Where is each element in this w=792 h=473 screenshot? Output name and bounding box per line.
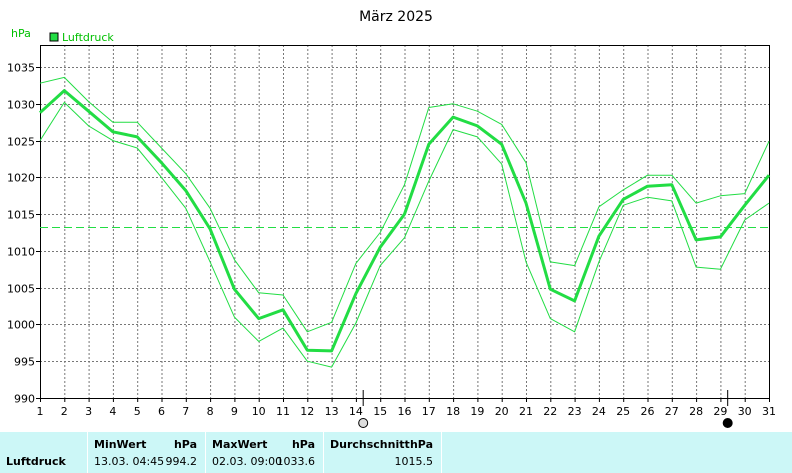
y-tick-label: 1020	[7, 172, 35, 185]
plot-frame	[40, 45, 770, 399]
stats-table: Luftdruck MinWert hPa 13.03. 04:45 994.2…	[0, 432, 792, 473]
x-tick-label: 21	[519, 405, 533, 418]
x-tick-label: 28	[689, 405, 703, 418]
chart-title: März 2025	[359, 9, 433, 25]
y-tick-label: 1025	[7, 136, 35, 149]
x-tick-label: 4	[109, 405, 116, 418]
stats-series-cell: Luftdruck	[0, 432, 88, 473]
x-tick-label: 30	[738, 405, 752, 418]
y-axis-unit: hPa	[11, 27, 31, 40]
x-tick-label: 27	[665, 405, 679, 418]
y-tick-label: 1030	[7, 99, 35, 112]
x-tick-label: 20	[495, 405, 509, 418]
x-tick-label: 8	[207, 405, 214, 418]
x-tick-label: 5	[134, 405, 141, 418]
stats-min-cell: MinWert hPa 13.03. 04:45 994.2	[88, 432, 206, 473]
x-tick-label: 17	[422, 405, 436, 418]
y-tick-label: 1000	[7, 319, 35, 332]
legend-swatch	[49, 32, 59, 42]
stats-avg-value: 1015.5	[394, 455, 434, 468]
series-line-mean	[38, 89, 771, 353]
y-tick-label: 995	[14, 356, 35, 369]
x-tick-label: 6	[158, 405, 165, 418]
new-moon-icon	[722, 418, 733, 428]
x-tick-label: 11	[276, 405, 290, 418]
stats-max-time: 02.03. 09:00	[212, 455, 283, 468]
stats-max-value: 1033.6	[276, 455, 316, 468]
x-tick-label: 22	[543, 405, 557, 418]
x-tick-label: 3	[85, 405, 92, 418]
x-tick-label: 7	[182, 405, 189, 418]
chart: März 2025 hPa Luftdruck 1 2 3 4 5 6 7 8 9 10 11 12 13 14…	[7, 9, 776, 428]
x-tick-label: 12	[300, 405, 314, 418]
x-tick-label: 15	[373, 405, 387, 418]
stats-series-label: Luftdruck	[6, 455, 66, 468]
x-tick-label: 14	[349, 405, 363, 418]
x-tick-label: 2	[61, 405, 68, 418]
x-tick-label: 25	[616, 405, 630, 418]
x-tick-label: 24	[592, 405, 606, 418]
y-tick-label: 990	[14, 393, 35, 406]
stats-min-time: 13.03. 04:45	[94, 455, 165, 468]
x-tick-label: 13	[325, 405, 339, 418]
x-tick-label: 23	[568, 405, 582, 418]
series-line-min	[39, 101, 770, 368]
legend-label: Luftdruck	[62, 31, 114, 44]
y-tick-label: 1015	[7, 209, 35, 222]
y-tick-label: 1035	[7, 62, 35, 75]
x-tick-label: 29	[713, 405, 727, 418]
x-tick-label: 10	[252, 405, 266, 418]
stats-min-header: MinWert	[94, 438, 147, 451]
y-tick-label: 1005	[7, 283, 35, 296]
stats-max-cell: MaxWert hPa 02.03. 09:00 1033.6	[206, 432, 324, 473]
stats-min-unit: hPa	[173, 438, 197, 451]
x-tick-label: 18	[446, 405, 460, 418]
x-tick-label: 1	[37, 405, 44, 418]
x-tick-label: 9	[231, 405, 238, 418]
x-tick-label: 26	[641, 405, 655, 418]
full-moon-icon	[358, 418, 369, 428]
series-line-max	[39, 76, 770, 333]
stats-max-unit: hPa	[291, 438, 315, 451]
stats-avg-header: Durchschnitt	[330, 438, 410, 451]
y-tick-label: 1010	[7, 246, 35, 259]
x-tick-label: 31	[762, 405, 776, 418]
x-tick-label: 19	[470, 405, 484, 418]
stats-max-header: MaxWert	[212, 438, 268, 451]
stats-min-value: 994.2	[165, 455, 198, 468]
x-tick-label: 16	[398, 405, 412, 418]
stats-avg-cell: Durchschnitt hPa 1015.5	[324, 432, 442, 473]
stats-avg-unit: hPa	[409, 438, 433, 451]
